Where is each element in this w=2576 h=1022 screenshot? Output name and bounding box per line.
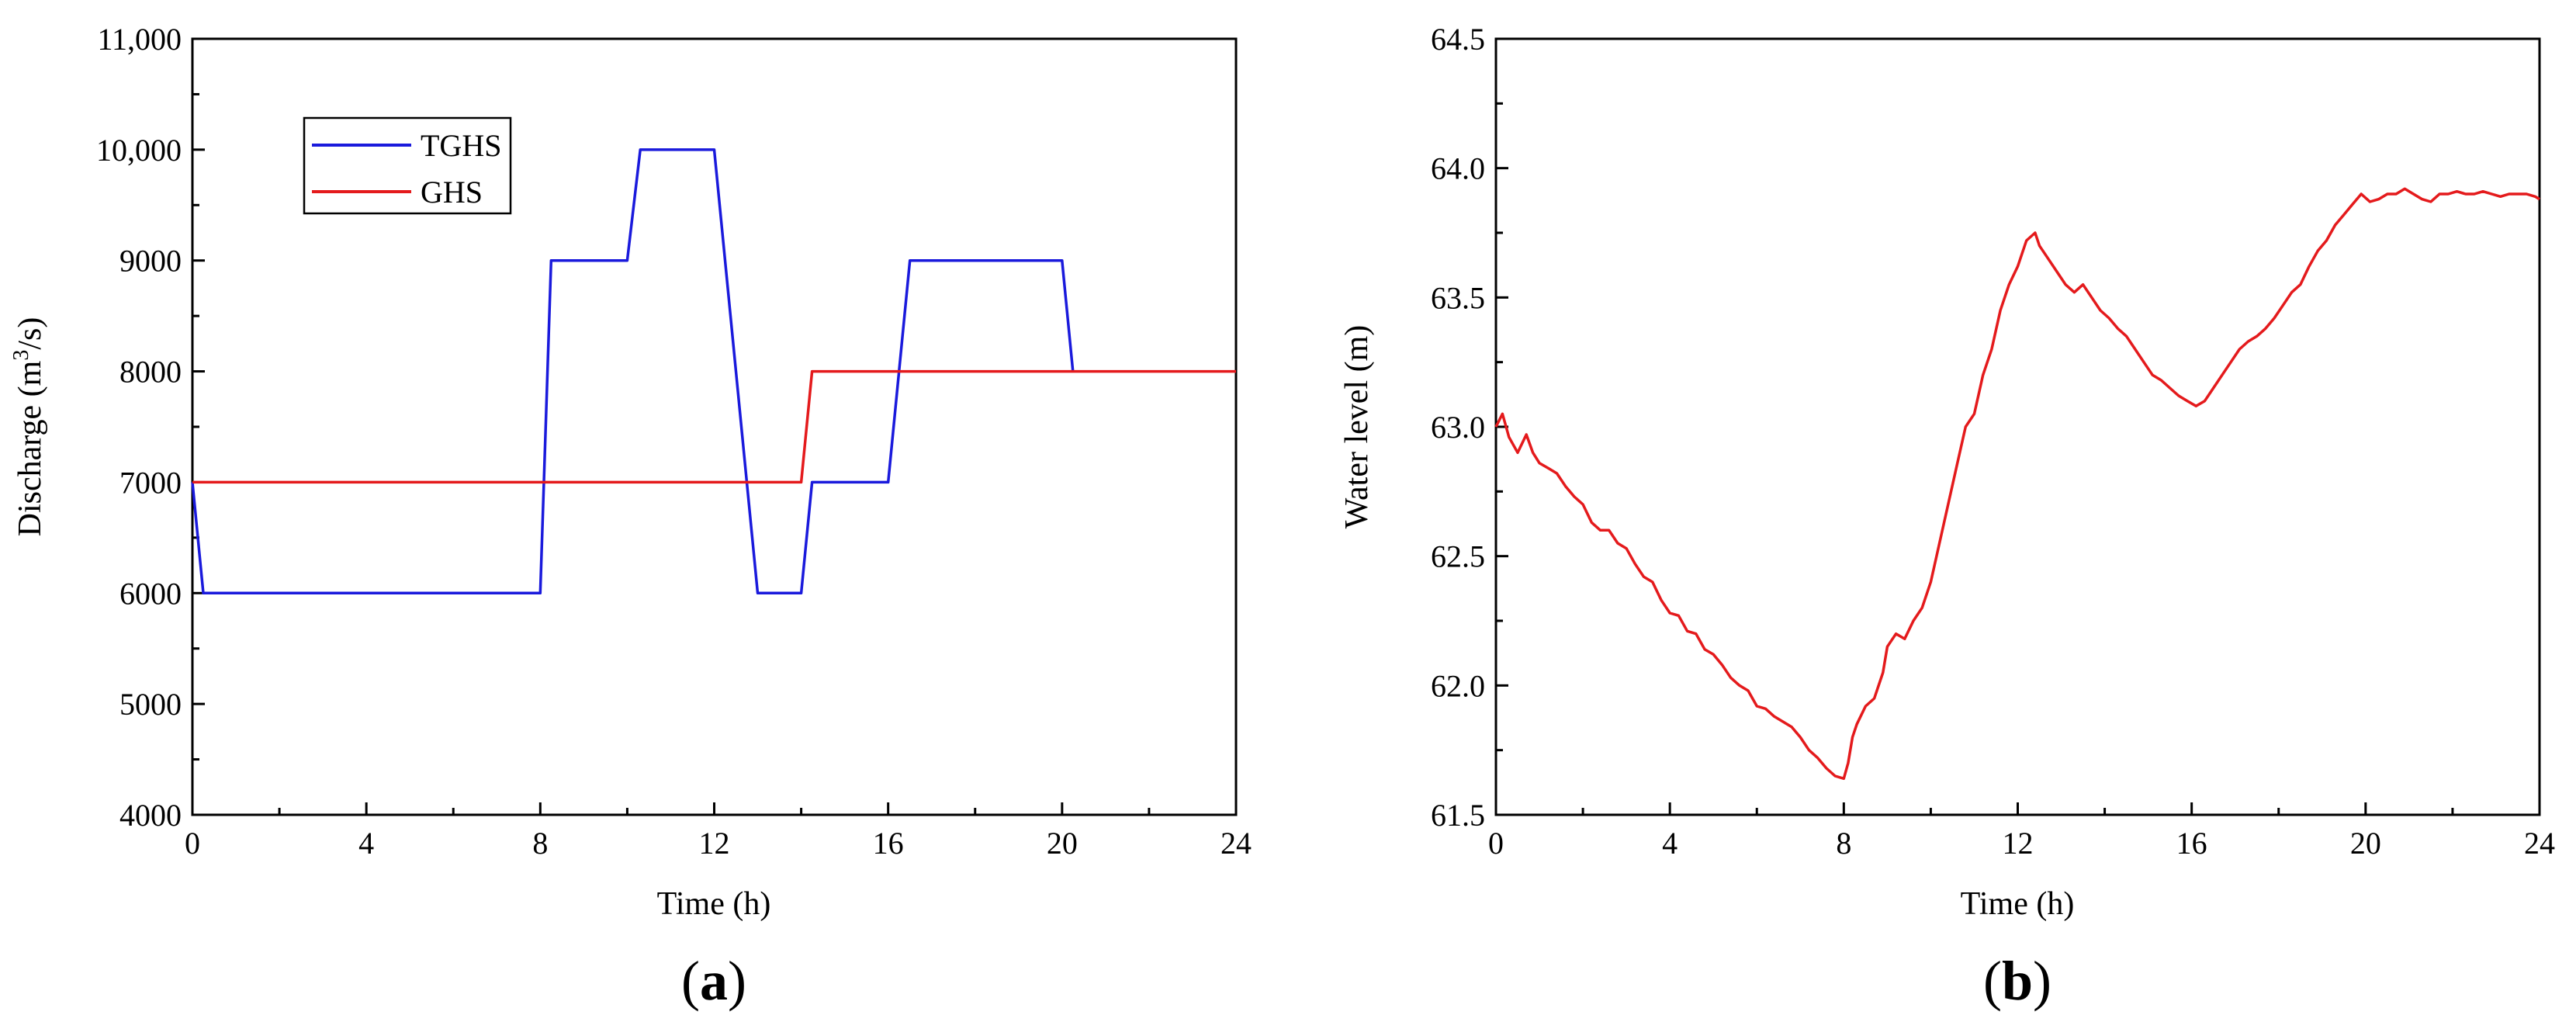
legend-label-tghs: TGHS (421, 128, 501, 163)
x-tick-label-a: 0 (185, 826, 200, 861)
x-axis-label-b: Time (h) (1961, 886, 2075, 922)
ticks-a: 0 4 8 12 16 20 24 4000 5000 6000 7000 8000 9000 10,00… (96, 22, 1252, 861)
y-axis-label-a: Discharge (m3/s) (9, 317, 48, 537)
panel-label-b: (b) (1983, 950, 2051, 1012)
x-axis-label-a: Time (h) (657, 886, 771, 922)
x-tick-label-b: 8 (1836, 826, 1851, 861)
chart-panel-b: 0 4 8 12 16 20 2461.562.062.563.063.564.064.5 … (1339, 22, 2555, 1012)
y-tick-label-b: 64.5 (1431, 22, 1485, 57)
y-axis-label-a-sup: 3 (9, 350, 33, 361)
legend-frame (303, 116, 512, 215)
x-tick-label-b: 16 (2176, 826, 2207, 861)
y-tick-label-b: 63.0 (1431, 410, 1485, 445)
y-axis-label-a-suffix: /s) (12, 317, 48, 350)
panel-label-a-open: ( (681, 950, 700, 1012)
y-tick-label-a: 4000 (119, 798, 182, 833)
y-tick-label-b: 61.5 (1431, 798, 1485, 833)
panel-label-b-open: ( (1983, 950, 2002, 1012)
x-tick-label-a: 8 (532, 826, 548, 861)
y-tick-label-b: 62.5 (1431, 539, 1485, 574)
series-line-b-water-level (1494, 187, 2540, 781)
panel-label-b-close: ) (2033, 950, 2051, 1012)
panel-label-a-letter: a (700, 950, 728, 1012)
x-tick-label-b: 4 (1662, 826, 1678, 861)
series-lines-b (1494, 187, 2540, 781)
panel-label-a-close: ) (728, 950, 746, 1012)
y-tick-label-b: 64.0 (1431, 151, 1485, 186)
x-tick-label-a: 16 (873, 826, 904, 861)
chart-panel-a: 0 4 8 12 16 20 24 4000 5000 6000 7000 8000 9000 10,00… (9, 22, 1252, 1012)
y-tick-label-a: 10,000 (96, 133, 182, 168)
panel-label-b-letter: b (2002, 950, 2033, 1012)
x-tick-label-b: 0 (1488, 826, 1504, 861)
x-tick-label-a: 20 (1047, 826, 1078, 861)
series-lines-a (191, 148, 1236, 595)
series-line-a-ghs (192, 369, 1236, 484)
y-axis-label-b: Water level (m) (1339, 325, 1375, 528)
y-tick-label-a: 5000 (119, 687, 182, 722)
x-tick-label-b: 24 (2524, 826, 2555, 861)
y-tick-label-a: 11,000 (97, 22, 182, 57)
legend: TGHS GHS (303, 116, 512, 215)
x-tick-label-b: 20 (2350, 826, 2381, 861)
series-line-a-tghs (191, 148, 1075, 595)
y-tick-label-a: 7000 (119, 465, 182, 500)
x-tick-label-a: 4 (358, 826, 374, 861)
y-tick-label-a: 6000 (119, 576, 182, 611)
legend-label-ghs: GHS (421, 175, 483, 210)
x-tick-label-a: 24 (1220, 826, 1252, 861)
panel-label-a: (a) (681, 950, 746, 1012)
plot-frame-b (1494, 37, 2541, 816)
y-axis-label-a-prefix: Discharge (m (12, 360, 48, 536)
y-tick-label-a: 8000 (119, 355, 182, 390)
ticks-b: 0 4 8 12 16 20 24 61.5 62.0 62.5 63.0 63.5 64.0 64.5 (1431, 22, 2555, 861)
y-tick-label-b: 63.5 (1431, 280, 1485, 315)
x-tick-label-a: 12 (699, 826, 730, 861)
x-tick-label-b: 12 (2003, 826, 2034, 861)
y-tick-label-a: 9000 (119, 244, 182, 279)
y-tick-label-b: 62.0 (1431, 668, 1485, 703)
